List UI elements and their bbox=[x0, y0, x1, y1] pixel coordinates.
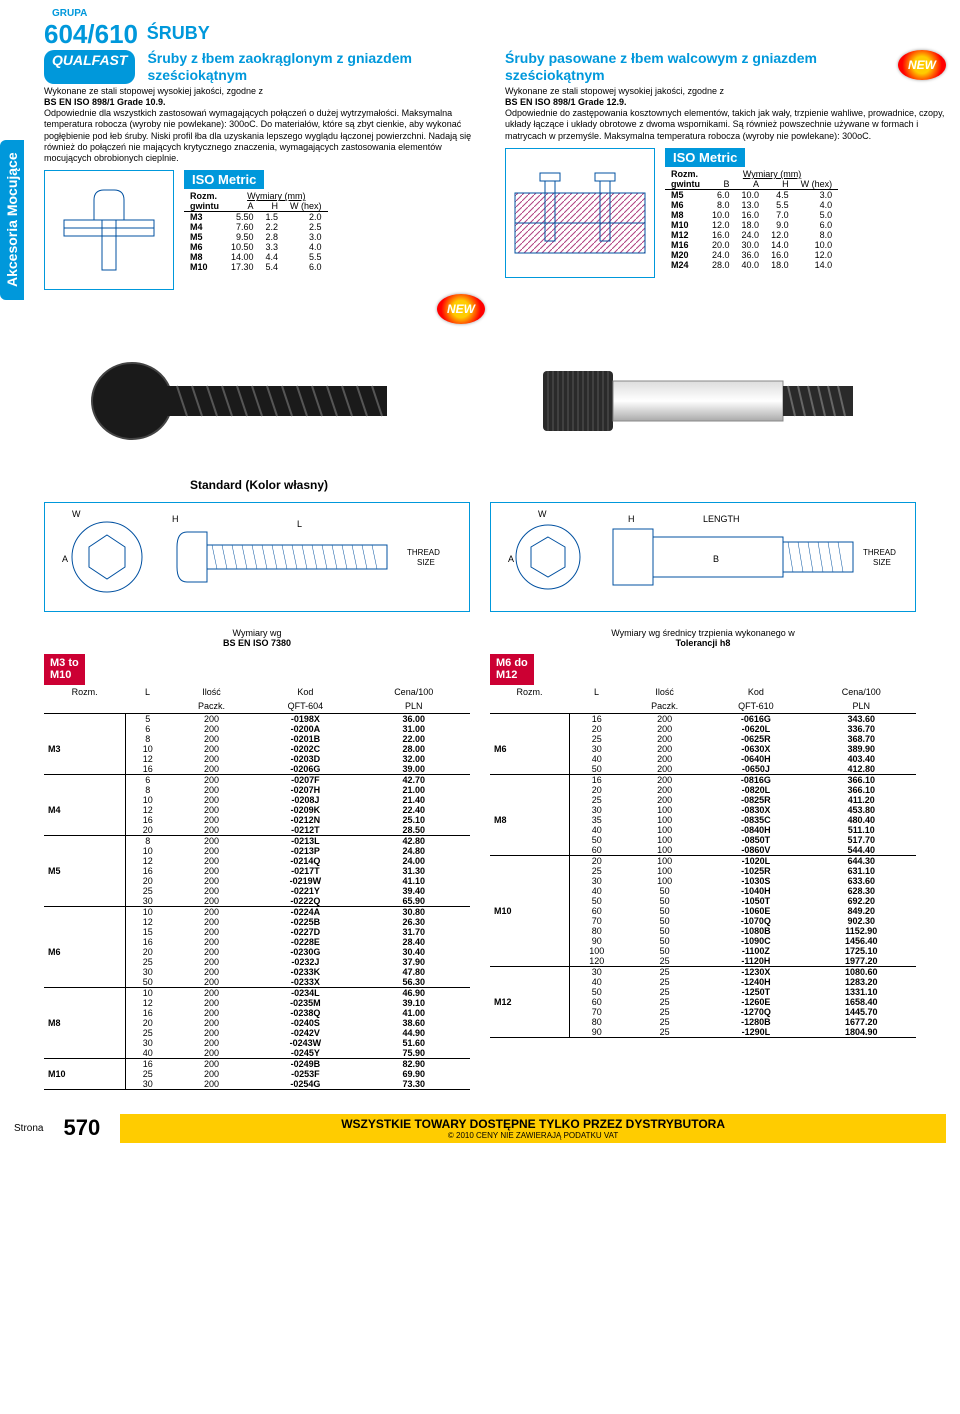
shoulder-screw-photo bbox=[490, 336, 916, 466]
sidebar-category: Akcesoria Mocujące bbox=[0, 140, 24, 300]
svg-text:A: A bbox=[508, 554, 514, 564]
right-dim-table: Rozm.Wymiary (mm) gwintuBAHW (hex) M56.0… bbox=[665, 169, 838, 270]
svg-text:LENGTH: LENGTH bbox=[703, 514, 740, 524]
left-spec: Wymiary wgBS EN ISO 7380 bbox=[44, 628, 470, 648]
iso-metric-label: ISO Metric bbox=[184, 170, 264, 189]
left-tech-diagram: W A THREADSIZE H L bbox=[44, 502, 470, 612]
svg-text:B: B bbox=[713, 554, 719, 564]
svg-text:A: A bbox=[62, 554, 68, 564]
right-title: Śruby pasowane z łbem walcowym z gniazde… bbox=[505, 50, 890, 84]
new-badge: NEW bbox=[437, 294, 485, 324]
svg-text:H: H bbox=[172, 514, 179, 524]
right-range-badge: M6 do M12 bbox=[490, 654, 534, 684]
svg-text:THREAD: THREAD bbox=[863, 548, 896, 557]
svg-text:SIZE: SIZE bbox=[873, 558, 891, 567]
right-tech-diagram: A W H LENGTH B THREADSIZE bbox=[490, 502, 916, 612]
right-spec: Wymiary wg średnicy trzpienia wykonanego… bbox=[490, 628, 916, 648]
left-title: Śruby z łbem zaokrąglonym z gniazdem sze… bbox=[147, 50, 485, 84]
page-number: 570 bbox=[63, 1115, 100, 1141]
right-desc: Wykonane ze stali stopowej wysokiej jako… bbox=[505, 86, 946, 142]
left-price-table: Rozm.LIlośćKodCena/100 Paczk.QFT-604PLN … bbox=[44, 685, 470, 1090]
iso-metric-label-2: ISO Metric bbox=[665, 148, 745, 167]
distributor-bar: WSZYSTKIE TOWARY DOSTĘPNE TYLKO PRZEZ DY… bbox=[120, 1114, 946, 1143]
left-dim-table: Rozm.Wymiary (mm) gwintuAHW (hex) M35.50… bbox=[184, 191, 328, 272]
svg-text:W: W bbox=[72, 509, 81, 519]
sruby-label: ŚRUBY bbox=[147, 23, 210, 44]
new-badge-2: NEW bbox=[898, 50, 946, 80]
qualfast-badge: QUALFAST bbox=[44, 50, 135, 84]
left-diagram-icon bbox=[44, 170, 174, 290]
strona-label: Strona bbox=[14, 1123, 43, 1134]
svg-text:THREAD: THREAD bbox=[407, 548, 440, 557]
left-desc: Wykonane ze stali stopowej wysokiej jako… bbox=[44, 86, 485, 165]
grupa-label: GRUPA bbox=[52, 8, 946, 19]
right-diagram-icon bbox=[505, 148, 655, 278]
right-price-table: Rozm.LIlośćKodCena/100 Paczk.QFT-610PLN … bbox=[490, 685, 916, 1038]
button-screw-photo bbox=[44, 336, 470, 466]
svg-text:SIZE: SIZE bbox=[417, 558, 435, 567]
svg-text:H: H bbox=[628, 514, 635, 524]
svg-text:W: W bbox=[538, 509, 547, 519]
group-number: 604/610 bbox=[44, 19, 138, 50]
left-range-badge: M3 to M10 bbox=[44, 654, 85, 684]
svg-text:L: L bbox=[297, 519, 302, 529]
standard-color-label: Standard (Kolor własny) bbox=[44, 478, 474, 492]
